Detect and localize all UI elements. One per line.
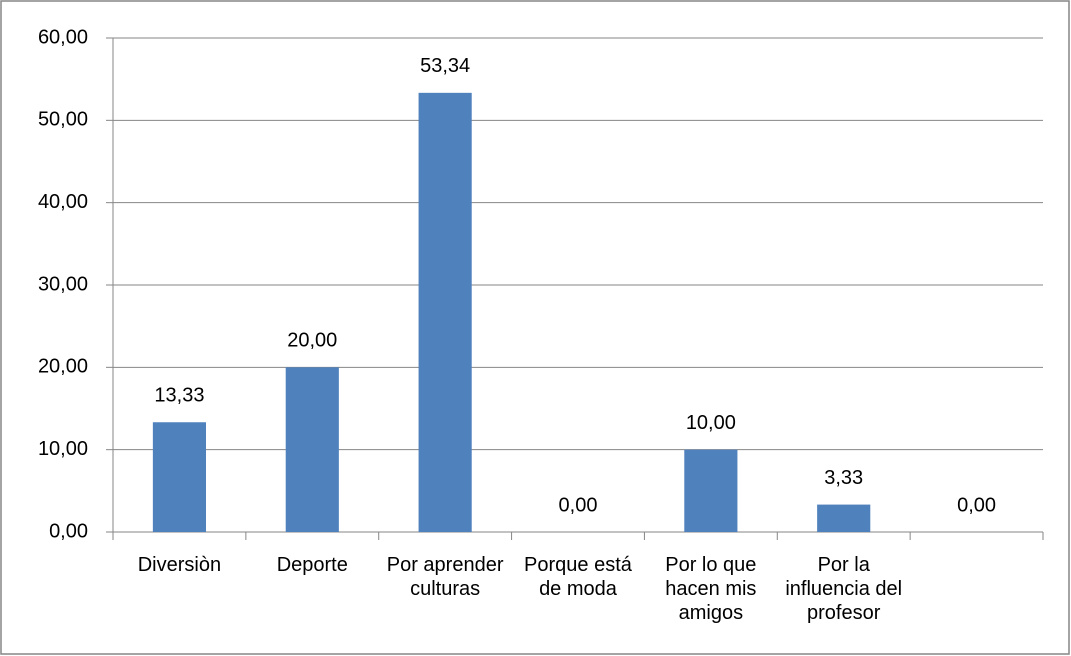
bar <box>684 449 738 532</box>
x-tick-label: Por aprender culturas <box>386 554 504 600</box>
data-label: 0,00 <box>559 494 598 516</box>
data-label: 0,00 <box>957 494 996 516</box>
y-tick-label: 50,00 <box>38 109 88 131</box>
x-tick-label: Por la influencia del profesor <box>785 554 903 624</box>
x-tick-label: Por lo que hacen mis amigos <box>665 554 757 624</box>
y-tick-label: 10,00 <box>38 438 88 460</box>
y-tick-label: 60,00 <box>38 26 88 48</box>
y-tick-label: 30,00 <box>38 273 88 295</box>
data-label: 13,33 <box>154 385 204 407</box>
bar <box>418 92 472 533</box>
data-label: 20,00 <box>287 330 337 352</box>
y-tick-label: 0,00 <box>49 520 88 542</box>
data-label: 10,00 <box>686 412 736 434</box>
x-tick-label: Diversiòn <box>137 554 222 576</box>
x-tick-label: Porque está de moda <box>524 554 632 600</box>
y-tick-label: 40,00 <box>38 191 88 213</box>
data-label: 53,34 <box>420 55 470 77</box>
x-tick-label: Deporte <box>276 554 348 576</box>
bar <box>285 367 339 532</box>
data-label: 3,33 <box>824 467 863 489</box>
y-tick-label: 20,00 <box>38 356 88 378</box>
bar <box>152 422 206 532</box>
bar <box>817 504 871 532</box>
